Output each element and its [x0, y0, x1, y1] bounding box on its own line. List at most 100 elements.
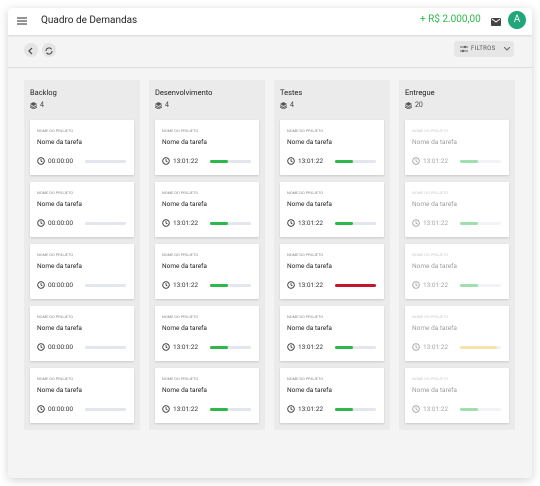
task-name: Nome da tarefa — [412, 324, 457, 332]
timer-value: 00:00:00 — [48, 405, 74, 413]
column-title: Testes — [280, 88, 303, 97]
progress-track — [335, 346, 376, 349]
project-name: NOME DO PROJETO — [162, 376, 199, 381]
progress-track — [85, 222, 126, 225]
menu-icon[interactable] — [17, 17, 27, 25]
task-card[interactable]: NOME DO PROJETO Nome da tarefa 13:01:22 — [405, 244, 509, 299]
timer: 13:01:22 — [412, 343, 448, 351]
task-card[interactable]: NOME DO PROJETO Nome da tarefa 00:00:00 — [30, 244, 134, 299]
task-card[interactable]: NOME DO PROJETO Nome da tarefa 00:00:00 — [30, 120, 134, 175]
filter-button[interactable]: FILTROS — [454, 41, 514, 57]
mail-icon[interactable] — [491, 18, 501, 26]
progress-fill — [460, 160, 479, 163]
task-card[interactable]: NOME DO PROJETO Nome da tarefa 13:01:22 — [155, 182, 259, 237]
project-name: NOME DO PROJETO — [412, 128, 449, 133]
progress-fill — [210, 284, 229, 287]
task-card[interactable]: NOME DO PROJETO Nome da tarefa 13:01:22 — [280, 368, 384, 423]
project-name: NOME DO PROJETO — [37, 314, 74, 319]
progress-fill — [335, 346, 354, 349]
task-card[interactable]: NOME DO PROJETO Nome da tarefa 00:00:00 — [30, 368, 134, 423]
column: Entregue 20 NOME DO PROJETO Nome da tarefa 1… — [399, 80, 515, 430]
project-name: NOME DO PROJETO — [287, 190, 324, 195]
task-card[interactable]: NOME DO PROJETO Nome da tarefa 13:01:22 — [405, 368, 509, 423]
task-name: Nome da tarefa — [412, 386, 457, 394]
task-card[interactable]: NOME DO PROJETO Nome da tarefa 13:01:22 — [405, 120, 509, 175]
progress-track — [335, 284, 376, 287]
task-card[interactable]: NOME DO PROJETO Nome da tarefa 13:01:22 — [280, 182, 384, 237]
task-card[interactable]: NOME DO PROJETO Nome da tarefa 00:00:00 — [30, 182, 134, 237]
progress-track — [85, 346, 126, 349]
timer-value: 13:01:22 — [173, 343, 199, 351]
project-name: NOME DO PROJETO — [162, 190, 199, 195]
clock-icon — [162, 219, 170, 227]
timer-value: 00:00:00 — [48, 219, 74, 227]
count-value: 20 — [415, 101, 423, 109]
refresh-button[interactable] — [42, 43, 56, 57]
project-name: NOME DO PROJETO — [37, 376, 74, 381]
timer-value: 13:01:22 — [298, 405, 324, 413]
column-title: Desenvolvimento — [155, 88, 213, 97]
task-name: Nome da tarefa — [287, 386, 332, 394]
task-card[interactable]: NOME DO PROJETO Nome da tarefa 00:00:00 — [30, 306, 134, 361]
timer: 00:00:00 — [37, 157, 73, 165]
task-name: Nome da tarefa — [37, 386, 82, 394]
timer: 13:01:22 — [162, 157, 198, 165]
progress-track — [85, 160, 126, 163]
column-title: Backlog — [30, 88, 57, 97]
count-value: 4 — [165, 101, 169, 109]
timer: 13:01:22 — [287, 281, 323, 289]
progress-track — [335, 408, 376, 411]
project-name: NOME DO PROJETO — [162, 252, 199, 257]
project-name: NOME DO PROJETO — [287, 314, 324, 319]
column-count: 4 — [30, 101, 44, 109]
clock-icon — [412, 343, 420, 351]
layers-icon — [405, 101, 412, 109]
progress-track — [210, 346, 251, 349]
task-name: Nome da tarefa — [162, 200, 207, 208]
progress-track — [210, 284, 251, 287]
clock-icon — [287, 405, 295, 413]
timer-value: 13:01:22 — [173, 281, 199, 289]
timer: 13:01:22 — [162, 219, 198, 227]
progress-track — [460, 160, 501, 163]
back-button[interactable] — [24, 43, 38, 57]
timer-value: 13:01:22 — [173, 157, 199, 165]
clock-icon — [37, 343, 45, 351]
timer-value: 13:01:22 — [423, 219, 449, 227]
timer: 13:01:22 — [287, 405, 323, 413]
clock-icon — [287, 219, 295, 227]
task-card[interactable]: NOME DO PROJETO Nome da tarefa 13:01:22 — [280, 120, 384, 175]
progress-track — [335, 222, 376, 225]
project-name: NOME DO PROJETO — [37, 190, 74, 195]
task-card[interactable]: NOME DO PROJETO Nome da tarefa 13:01:22 — [405, 182, 509, 237]
task-card[interactable]: NOME DO PROJETO Nome da tarefa 13:01:22 — [155, 306, 259, 361]
timer-value: 13:01:22 — [173, 219, 199, 227]
app-title: Quadro de Demandas — [41, 15, 138, 26]
task-card[interactable]: NOME DO PROJETO Nome da tarefa 13:01:22 — [280, 244, 384, 299]
progress-fill — [210, 408, 229, 411]
task-card[interactable]: NOME DO PROJETO Nome da tarefa 13:01:22 — [155, 244, 259, 299]
task-card[interactable]: NOME DO PROJETO Nome da tarefa 13:01:22 — [405, 306, 509, 361]
task-card[interactable]: NOME DO PROJETO Nome da tarefa 13:01:22 — [155, 368, 259, 423]
clock-icon — [412, 219, 420, 227]
project-name: NOME DO PROJETO — [37, 128, 74, 133]
timer: 13:01:22 — [287, 343, 323, 351]
clock-icon — [412, 405, 420, 413]
progress-fill — [335, 160, 354, 163]
timer: 00:00:00 — [37, 281, 73, 289]
progress-fill — [210, 346, 229, 349]
progress-fill — [210, 222, 229, 225]
task-card[interactable]: NOME DO PROJETO Nome da tarefa 13:01:22 — [155, 120, 259, 175]
task-card[interactable]: NOME DO PROJETO Nome da tarefa 13:01:22 — [280, 306, 384, 361]
clock-icon — [162, 405, 170, 413]
clock-icon — [162, 157, 170, 165]
avatar[interactable]: A — [508, 11, 526, 29]
timer: 00:00:00 — [37, 405, 73, 413]
timer-value: 13:01:22 — [298, 343, 324, 351]
layers-icon — [155, 101, 162, 109]
timer-value: 13:01:22 — [173, 405, 199, 413]
progress-track — [85, 284, 126, 287]
timer-value: 13:01:22 — [423, 281, 449, 289]
timer: 13:01:22 — [412, 157, 448, 165]
